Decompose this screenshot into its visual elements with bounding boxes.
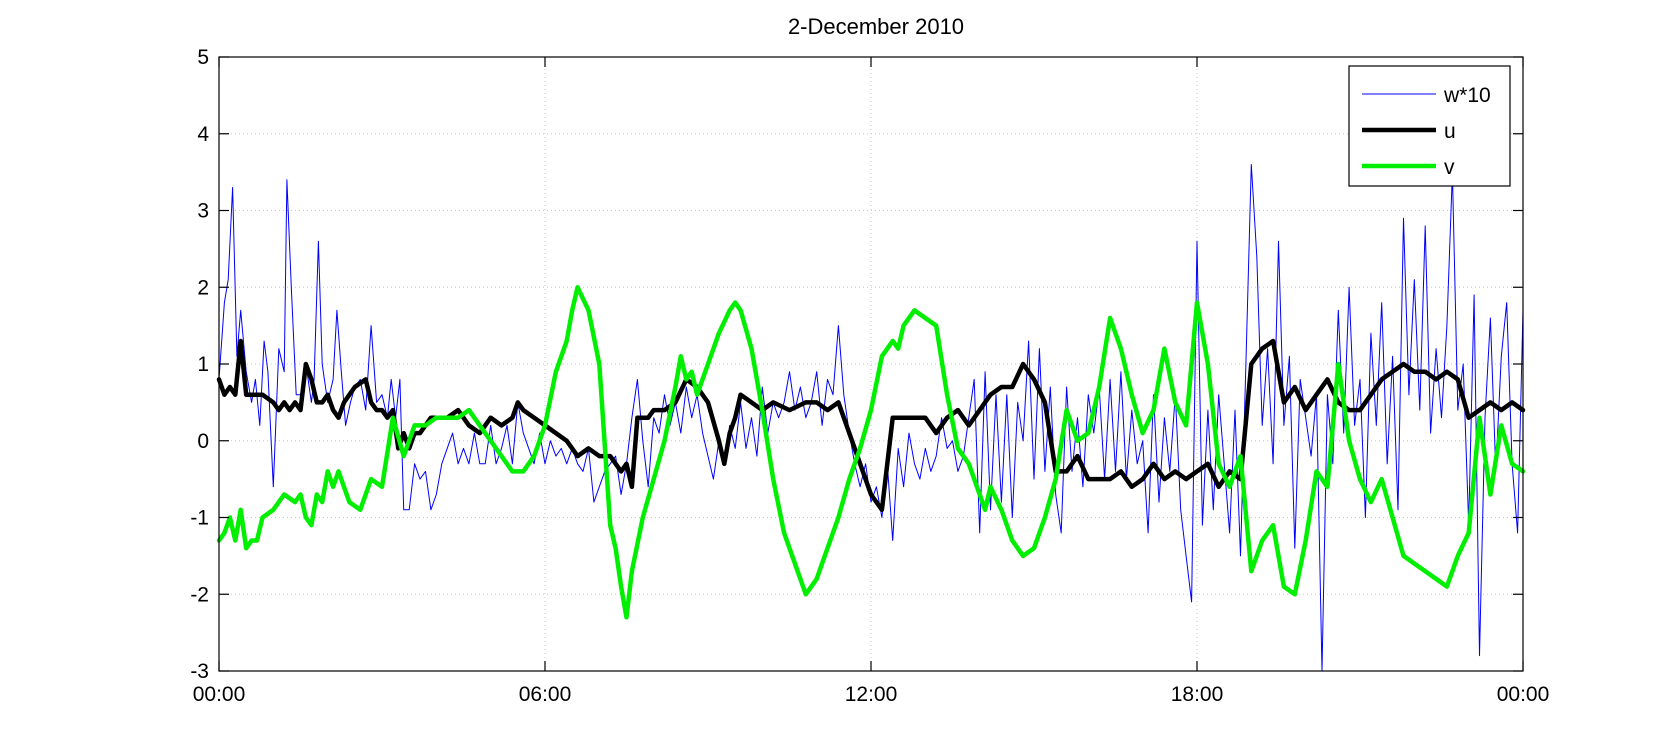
y-tick-labels: -3 -2 -1 0 1 2 3 4 5 <box>190 46 209 683</box>
x-tick-label: 06:00 <box>519 683 572 706</box>
grid-lines <box>219 57 1523 671</box>
legend-label: v <box>1444 156 1455 179</box>
chart-title: 2-December 2010 <box>788 14 964 39</box>
axis-ticks <box>218 56 1524 672</box>
y-tick-label: 4 <box>197 123 209 146</box>
legend-label: u <box>1444 120 1456 143</box>
y-tick-label: 0 <box>197 430 209 453</box>
legend-label: w*10 <box>1443 84 1491 107</box>
x-tick-label: 00:00 <box>1497 683 1550 706</box>
y-tick-label: 5 <box>197 46 209 69</box>
y-tick-label: -1 <box>190 507 209 530</box>
series-line-u <box>216 338 1526 513</box>
y-tick-label: 2 <box>197 276 209 299</box>
x-tick-label: 18:00 <box>1171 683 1224 706</box>
y-tick-label: 3 <box>197 200 209 223</box>
y-tick-label: -3 <box>190 660 209 683</box>
x-tick-label: 12:00 <box>845 683 898 706</box>
legend: w*10 uv <box>1348 65 1511 187</box>
x-tick-labels: 00:00 06:00 12:00 18:00 00:00 <box>193 683 1550 706</box>
series-line-v <box>216 285 1526 620</box>
series-lines <box>216 164 1526 672</box>
y-tick-label: -2 <box>190 583 209 606</box>
y-tick-label: 1 <box>197 353 209 376</box>
x-tick-label: 00:00 <box>193 683 246 706</box>
